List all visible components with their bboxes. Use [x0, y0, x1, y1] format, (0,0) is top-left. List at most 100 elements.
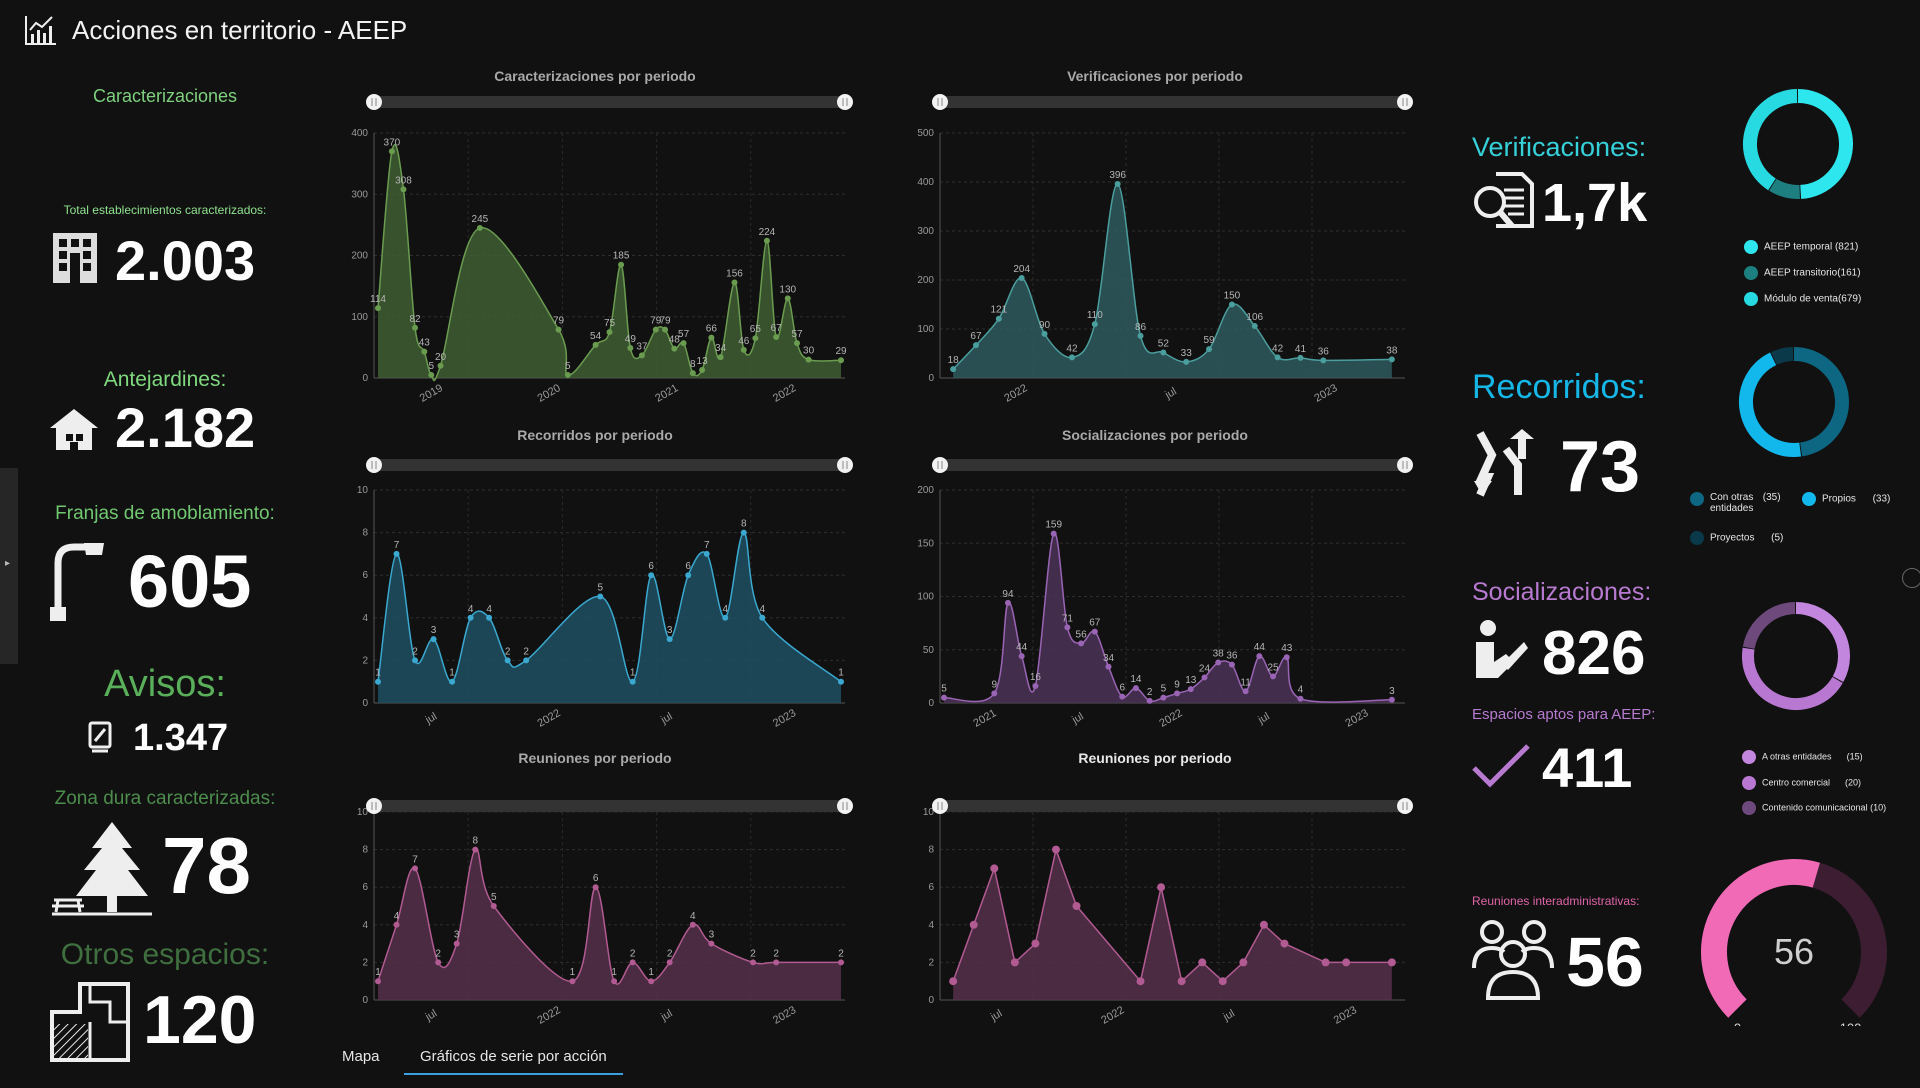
data-point[interactable]	[750, 959, 757, 966]
data-point[interactable]	[1105, 663, 1112, 670]
data-point[interactable]	[838, 678, 844, 685]
data-point[interactable]	[763, 237, 770, 244]
range-slider-handle[interactable]	[932, 457, 948, 473]
data-point[interactable]	[1114, 180, 1121, 187]
expand-icon[interactable]	[1902, 568, 1920, 588]
data-point[interactable]	[1091, 321, 1098, 328]
sidebar-toggle[interactable]: ▸	[0, 468, 18, 664]
data-point[interactable]	[703, 550, 710, 557]
data-point[interactable]	[1032, 682, 1039, 689]
data-point[interactable]	[1018, 653, 1025, 660]
data-point[interactable]	[629, 678, 636, 685]
data-point[interactable]	[648, 572, 655, 579]
data-point[interactable]	[1177, 977, 1186, 986]
data-point[interactable]	[949, 977, 958, 986]
data-point[interactable]	[1068, 354, 1075, 361]
data-point[interactable]	[759, 614, 766, 621]
data-point[interactable]	[666, 636, 673, 643]
data-point[interactable]	[838, 357, 844, 364]
data-point[interactable]	[1259, 920, 1268, 929]
data-point[interactable]	[699, 367, 706, 374]
data-point[interactable]	[1274, 354, 1281, 361]
data-point[interactable]	[1078, 640, 1085, 647]
data-point[interactable]	[1201, 674, 1208, 681]
data-point[interactable]	[1280, 939, 1289, 948]
tab-graficos-serie[interactable]: Gráficos de serie por acción	[404, 1048, 623, 1075]
data-point[interactable]	[773, 333, 780, 340]
donut-segment[interactable]	[1739, 352, 1802, 457]
data-point[interactable]	[1018, 275, 1025, 282]
data-point[interactable]	[437, 362, 444, 369]
data-point[interactable]	[1297, 695, 1304, 702]
data-point[interactable]	[523, 657, 530, 664]
data-point[interactable]	[838, 959, 844, 966]
range-slider-track[interactable]	[374, 800, 845, 812]
data-point[interactable]	[717, 354, 724, 361]
data-point[interactable]	[1119, 693, 1126, 700]
donut-segment[interactable]	[1793, 347, 1849, 457]
data-point[interactable]	[648, 978, 655, 985]
data-point[interactable]	[400, 186, 407, 193]
data-point[interactable]	[393, 921, 400, 928]
data-point[interactable]	[662, 326, 669, 333]
data-point[interactable]	[1242, 688, 1249, 695]
data-point[interactable]	[1136, 977, 1145, 986]
range-slider-handle[interactable]	[366, 94, 382, 110]
donut-segment[interactable]	[1769, 178, 1800, 199]
data-point[interactable]	[773, 959, 780, 966]
donut-segment[interactable]	[1795, 602, 1850, 683]
data-point[interactable]	[592, 884, 599, 891]
data-point[interactable]	[1198, 958, 1207, 967]
data-point[interactable]	[652, 326, 659, 333]
range-slider-track[interactable]	[940, 96, 1405, 108]
data-point[interactable]	[1010, 958, 1019, 967]
data-point[interactable]	[1283, 654, 1290, 661]
data-point[interactable]	[453, 940, 460, 947]
donut-segment[interactable]	[1797, 89, 1853, 199]
data-point[interactable]	[1297, 354, 1304, 361]
data-point[interactable]	[1228, 661, 1235, 668]
data-point[interactable]	[689, 370, 696, 377]
data-point[interactable]	[375, 678, 381, 685]
data-point[interactable]	[375, 305, 381, 312]
data-point[interactable]	[472, 846, 479, 853]
data-point[interactable]	[449, 678, 456, 685]
data-point[interactable]	[708, 940, 715, 947]
data-point[interactable]	[467, 614, 474, 621]
data-point[interactable]	[1160, 349, 1167, 356]
range-slider-handle[interactable]	[366, 798, 382, 814]
data-point[interactable]	[1251, 323, 1258, 330]
data-point[interactable]	[752, 335, 759, 342]
data-point[interactable]	[1342, 958, 1351, 967]
data-point[interactable]	[680, 340, 687, 347]
data-point[interactable]	[722, 614, 729, 621]
data-point[interactable]	[1157, 883, 1166, 892]
data-point[interactable]	[555, 326, 562, 333]
data-point[interactable]	[794, 340, 801, 347]
data-point[interactable]	[1004, 599, 1011, 606]
data-point[interactable]	[972, 342, 979, 349]
data-point[interactable]	[430, 636, 437, 643]
data-point[interactable]	[1072, 902, 1081, 910]
data-point[interactable]	[1218, 977, 1227, 986]
data-point[interactable]	[1320, 357, 1327, 364]
data-point[interactable]	[991, 690, 998, 697]
data-point[interactable]	[1270, 673, 1277, 680]
data-point[interactable]	[412, 657, 419, 664]
data-point[interactable]	[1160, 694, 1167, 701]
tab-mapa[interactable]: Mapa	[342, 1048, 380, 1065]
data-point[interactable]	[606, 329, 613, 336]
range-slider-handle[interactable]	[932, 798, 948, 814]
data-point[interactable]	[597, 593, 604, 600]
data-point[interactable]	[969, 920, 978, 929]
range-slider-handle[interactable]	[837, 94, 853, 110]
data-point[interactable]	[740, 346, 747, 353]
data-point[interactable]	[1183, 358, 1190, 365]
range-slider-handle[interactable]	[837, 798, 853, 814]
data-point[interactable]	[805, 356, 812, 363]
data-point[interactable]	[689, 921, 696, 928]
donut-segment[interactable]	[1743, 89, 1798, 191]
data-point[interactable]	[1388, 696, 1395, 703]
data-point[interactable]	[666, 959, 673, 966]
data-point[interactable]	[412, 324, 419, 331]
